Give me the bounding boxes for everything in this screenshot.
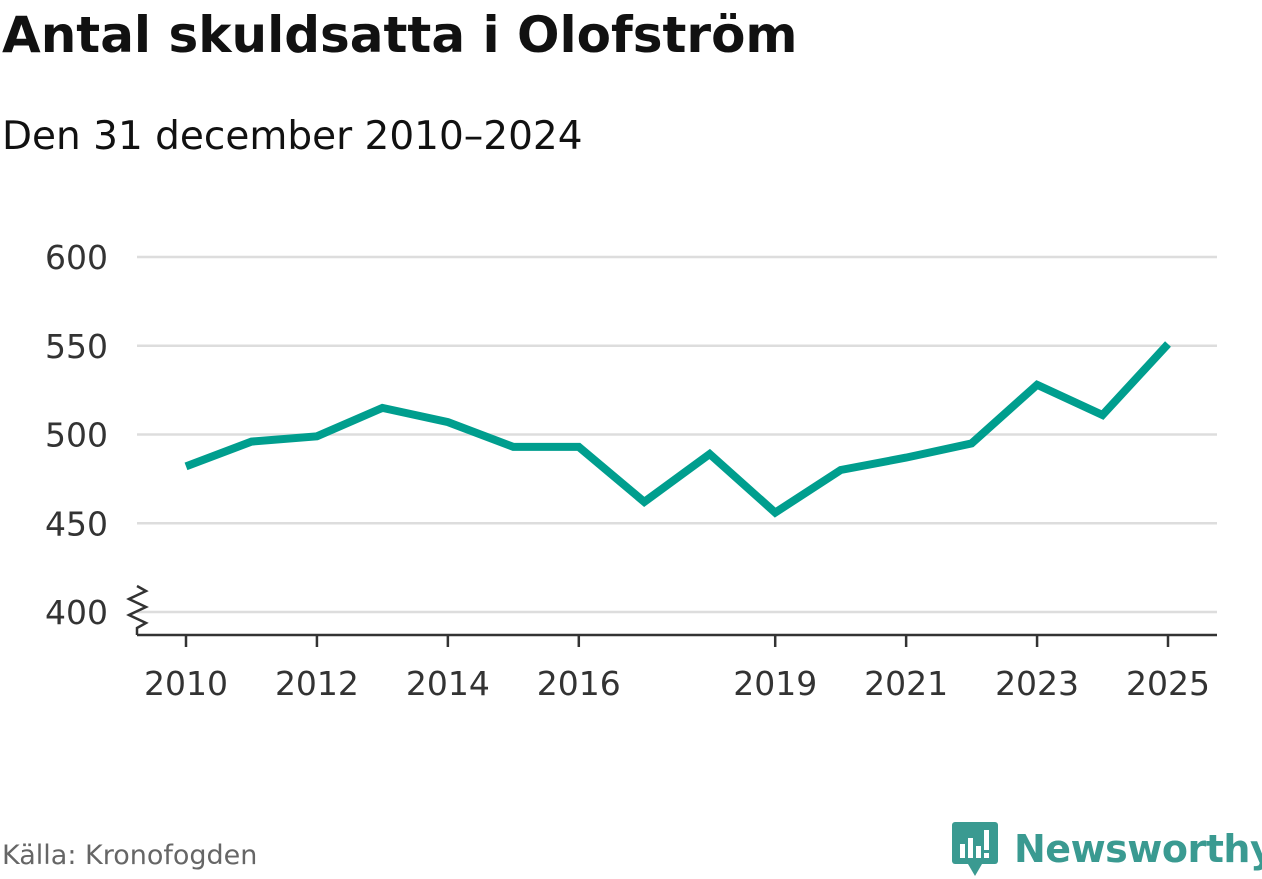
- data-point-2014: [444, 418, 452, 426]
- x-axis: [126, 584, 1217, 637]
- data-point-2016: [575, 443, 583, 451]
- chart-subtitle: Den 31 december 2010–2024: [2, 114, 583, 159]
- x-tick-label: 2025: [1126, 664, 1210, 703]
- y-tick-label: 600: [45, 238, 108, 277]
- data-point-2011: [247, 438, 255, 446]
- x-tick-labels: 2010 2012 2014 2016 2019 2021 2023 2025: [144, 635, 1210, 703]
- y-tick-labels: 400 450 500 550 600: [45, 238, 108, 632]
- data-point-2012: [313, 432, 321, 440]
- y-tick-label: 550: [45, 327, 108, 366]
- x-tick-label: 2016: [537, 664, 621, 703]
- data-point-2023: [1033, 381, 1041, 389]
- y-tick-label: 450: [45, 504, 108, 543]
- y-tick-label: 500: [45, 416, 108, 455]
- data-point-2025: [1164, 340, 1172, 348]
- data-point-2018: [706, 450, 714, 458]
- data-point-2024: [1099, 411, 1107, 419]
- brand-name: Newsworthy: [1014, 827, 1262, 871]
- grid-layer: [137, 255, 1217, 614]
- data-point-2010: [182, 462, 190, 470]
- series-layer: [182, 340, 1172, 518]
- data-point-2020: [837, 466, 845, 474]
- chart-title: Antal skuldsatta i Olofström: [2, 6, 798, 64]
- brand-logo[interactable]: Newsworthy: [950, 820, 1262, 878]
- x-tick-label: 2010: [144, 664, 228, 703]
- line-chart: 400 450 500 550 600 2010 2012 2014 2016 2019 2021…: [45, 238, 1217, 703]
- x-tick-label: 2014: [406, 664, 490, 703]
- data-point-2019: [771, 509, 779, 517]
- x-tick-label: 2023: [995, 664, 1079, 703]
- data-point-2022: [968, 439, 976, 447]
- x-tick-label: 2012: [275, 664, 359, 703]
- series-line: [184, 341, 1171, 518]
- x-tick-label: 2021: [864, 664, 948, 703]
- axis-break-icon: [126, 584, 149, 635]
- x-tick-label: 2019: [733, 664, 817, 703]
- data-point-2017: [640, 498, 648, 506]
- data-point-2015: [509, 443, 517, 451]
- source-note: Källa: Kronofogden: [2, 840, 258, 871]
- newsworthy-logo-icon: [952, 822, 998, 876]
- data-point-2013: [378, 404, 386, 412]
- y-tick-label: 400: [45, 593, 108, 632]
- data-point-2021: [902, 454, 910, 462]
